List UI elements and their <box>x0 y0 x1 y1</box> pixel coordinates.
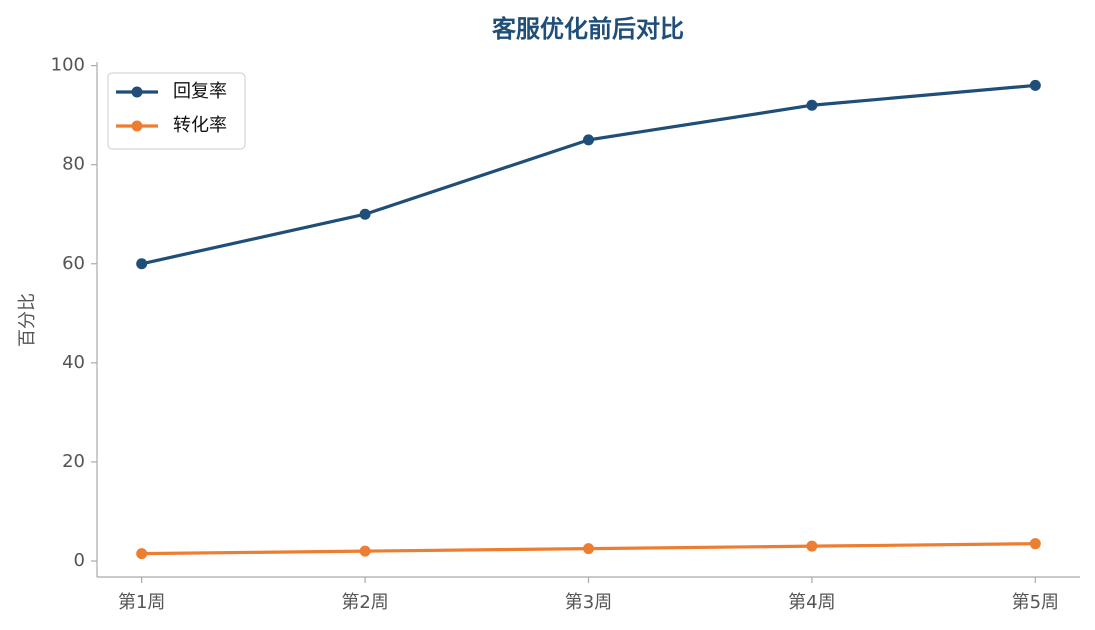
legend-marker <box>131 120 143 132</box>
series-line <box>141 83 1036 266</box>
y-axis-label: 百分比 <box>17 293 38 347</box>
y-tick-label: 60 <box>62 253 85 274</box>
data-point <box>583 543 594 555</box>
legend-marker <box>131 86 143 98</box>
legend-label: 转化率 <box>173 115 227 136</box>
y-tick-label: 80 <box>62 154 85 175</box>
y-tick-label: 100 <box>51 55 85 76</box>
x-tick-label: 第4周 <box>788 592 835 613</box>
data-point <box>1029 538 1041 550</box>
data-point <box>136 548 148 560</box>
data-point <box>359 208 371 220</box>
legend-label: 回复率 <box>173 81 227 102</box>
data-point <box>136 258 148 270</box>
x-tick-label: 第5周 <box>1012 592 1059 613</box>
data-point <box>806 99 818 111</box>
data-point <box>806 540 818 552</box>
data-point <box>1029 79 1041 91</box>
x-tick-label: 第3周 <box>565 592 612 613</box>
x-tick-label: 第2周 <box>341 592 388 613</box>
x-tick-label: 第1周 <box>118 592 165 613</box>
y-tick-label: 40 <box>62 352 85 373</box>
chart-title: 客服优化前后对比 <box>492 15 684 43</box>
y-tick-label: 0 <box>74 550 85 571</box>
data-point <box>359 545 371 557</box>
data-point <box>583 134 594 146</box>
y-tick-label: 20 <box>62 451 85 472</box>
